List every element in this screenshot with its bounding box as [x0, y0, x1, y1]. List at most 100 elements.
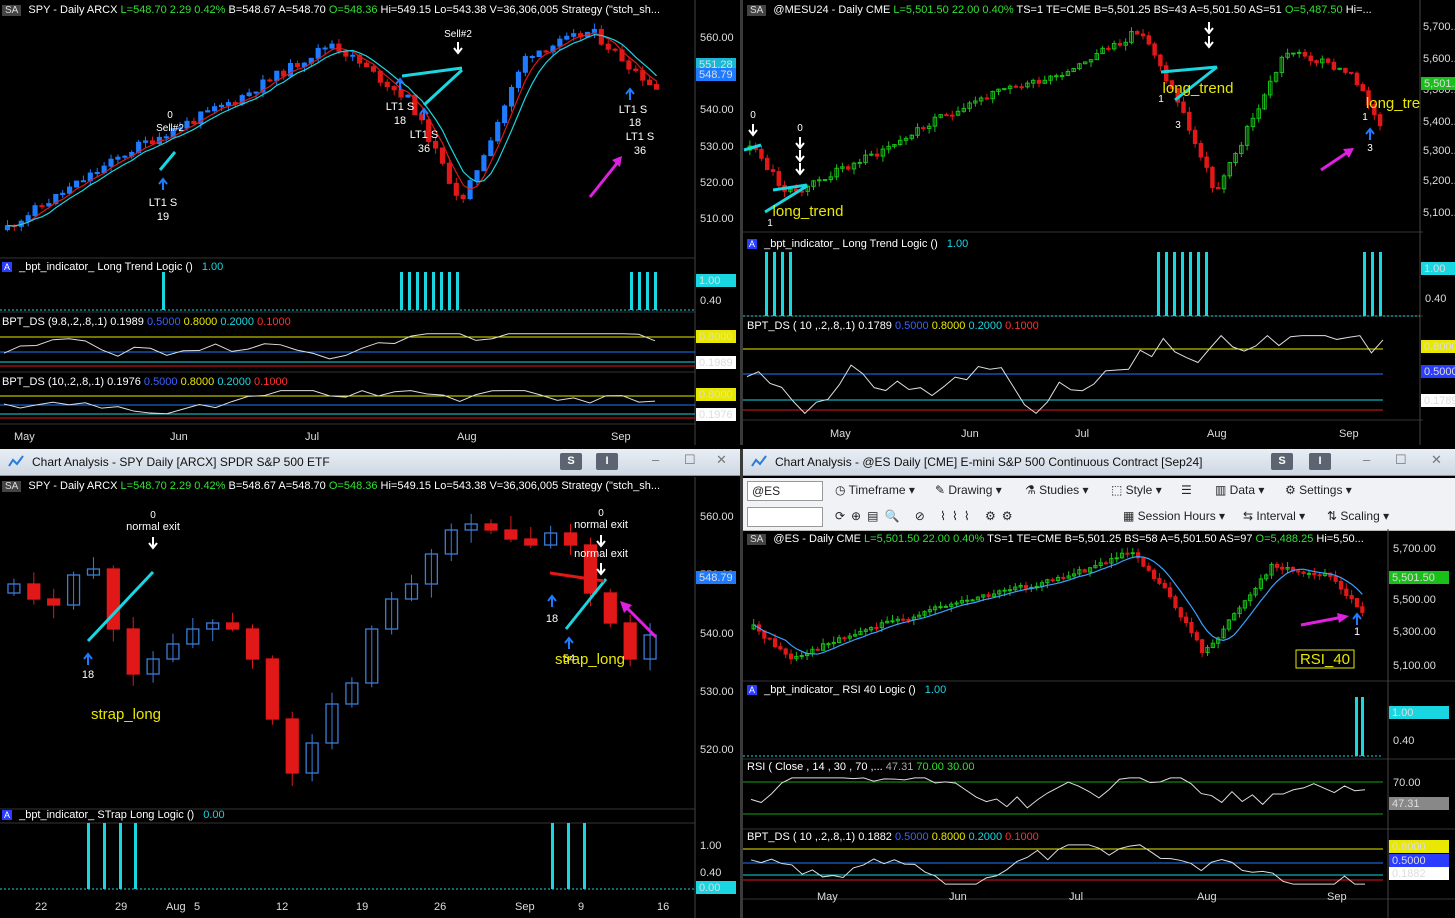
sa-badge: SA [747, 534, 767, 545]
signal-bar [119, 823, 122, 889]
price-chart[interactable]: 560.00550.00540.00530.00520.00548.790nor… [0, 449, 740, 918]
candle-body [1158, 54, 1163, 67]
candle-body [1343, 67, 1348, 73]
window-titlebar[interactable]: Chart Analysis - @ES Daily [CME] E-mini … [743, 449, 1455, 476]
candle-body [915, 127, 920, 136]
settings-menu[interactable]: ⚙ Settings ▾ [1285, 483, 1352, 497]
candle-body [1242, 600, 1247, 609]
candle-body [1135, 552, 1141, 559]
layout-icon[interactable]: ☰ [1181, 483, 1192, 497]
candle-body [1192, 129, 1198, 145]
interval-input[interactable] [747, 507, 823, 527]
bpt-ds-header: BPT_DS ( 10 ,.2,.8,.1) 0.1789 0.5000 0.8… [747, 320, 1039, 332]
signal-bar [567, 823, 570, 889]
candle-body [1152, 43, 1157, 56]
candle-body [1325, 58, 1331, 63]
symbol-input[interactable]: @ES [747, 481, 823, 501]
candle-body [1337, 67, 1342, 70]
month-tick: Aug [1207, 428, 1227, 440]
candle-body [25, 215, 31, 222]
candle-body [1348, 71, 1354, 74]
maximize-icon[interactable]: ☐ [1395, 452, 1407, 467]
candle-body [836, 637, 842, 643]
minimize-icon[interactable]: – [1363, 452, 1371, 467]
signal-bar [1363, 252, 1366, 316]
price-chart[interactable]: 5,700.00 5,500.00 5,300.00 5,100.00 5,501.50… [743, 449, 1455, 918]
interval-menu[interactable]: ⇆ Interval ▾ [1243, 509, 1306, 523]
candle-body [1002, 589, 1007, 592]
price-tick: 560.00 [700, 511, 734, 523]
candle-body [1264, 574, 1269, 580]
up-arrow-icon [395, 77, 405, 90]
candle-body [365, 628, 379, 684]
candle-body [206, 622, 220, 630]
candle-body [826, 643, 831, 646]
candle-body [377, 70, 383, 83]
candle-body [959, 600, 964, 604]
chart-pane-mes-top[interactable]: SA @MESU24 - Daily CME L=5,501.50 22.00 … [743, 0, 1455, 445]
studies-menu[interactable]: ⚗ Studies ▾ [1025, 483, 1089, 497]
rsi-label-box [1295, 649, 1355, 669]
candle-body [847, 635, 852, 639]
close-icon[interactable]: ✕ [1431, 452, 1442, 467]
chart-pane-spy-top[interactable]: SA SPY - Daily ARCX L=548.70 2.29 0.42% … [0, 0, 743, 445]
candle-body [880, 148, 886, 157]
drawing-menu[interactable]: ✎ Drawing ▾ [935, 483, 1002, 497]
candle-body [1059, 75, 1065, 78]
candle-body [820, 643, 826, 651]
candle-body [851, 162, 857, 170]
close-icon[interactable]: ✕ [716, 452, 727, 467]
price-tick: 530.00 [700, 141, 734, 153]
candle-body [1354, 72, 1360, 86]
style-menu[interactable]: ⬚ Style ▾ [1111, 483, 1162, 497]
candle-body [921, 127, 926, 130]
candle-body [67, 186, 73, 194]
window-titlebar[interactable]: Chart Analysis - SPY Daily [ARCX] SPDR S… [0, 449, 740, 476]
down-arrow-icon [596, 563, 606, 576]
i-button[interactable]: I [1309, 453, 1331, 470]
down-arrow-icon [1204, 22, 1214, 35]
month-tick: Aug [457, 431, 477, 443]
trendline [772, 183, 808, 192]
price-chart[interactable]: 5,700...5,600...5,500...5,400...5,300...… [743, 0, 1455, 445]
signal-bar [646, 272, 649, 310]
candle-body [281, 70, 287, 77]
candle-body [177, 127, 183, 130]
candle-body [986, 594, 991, 597]
session-hours-menu[interactable]: ▦ Session Hours ▾ [1123, 509, 1226, 523]
ind-value-tag: 0.1789 [1424, 395, 1455, 407]
candle-body [1262, 94, 1267, 110]
s-button[interactable]: S [560, 453, 582, 470]
chart-window-es[interactable]: Chart Analysis - @ES Daily [CME] E-mini … [743, 449, 1455, 918]
s-button[interactable]: S [1271, 453, 1293, 470]
candle-body [1098, 562, 1103, 566]
toolbar-icons[interactable]: ⟳⊕▤🔍 ⊘ ⌇⌇⌇ ⚙⚙ [835, 509, 1019, 523]
candle-body [1244, 126, 1250, 146]
data-menu[interactable]: ▥ Data ▾ [1215, 483, 1265, 497]
i-button[interactable]: I [596, 453, 618, 470]
annotation-label: 36 [418, 143, 430, 155]
timeframe-menu[interactable]: ◷ Timeframe ▾ [835, 483, 915, 497]
signal-bar [1157, 252, 1160, 316]
candle-body [1036, 79, 1042, 84]
ind-value-tag: 0.8000 [699, 331, 733, 343]
chart-window-spy[interactable]: Chart Analysis - SPY Daily [ARCX] SPDR S… [0, 449, 743, 918]
ind-value-tag: 0.1976 [699, 409, 733, 421]
candle-body [212, 106, 218, 112]
price-chart[interactable]: 560.00550.00540.00530.00520.00510.00551.… [0, 0, 740, 445]
ind-value-tag: 0.5000 [1424, 366, 1455, 378]
maximize-icon[interactable]: ☐ [684, 452, 696, 467]
price-tick: 5,300... [1423, 145, 1455, 157]
candle-body [1306, 572, 1312, 575]
candle-body [325, 703, 339, 744]
ind-value-tag-bg [696, 881, 736, 894]
date-tick: Aug [166, 901, 186, 913]
ind-value-tag-bg [1421, 262, 1455, 275]
candle-body [287, 63, 294, 77]
candle-body [481, 155, 487, 172]
minimize-icon[interactable]: – [652, 452, 660, 467]
candle-body [1135, 31, 1140, 35]
rsi-line [750, 777, 1366, 809]
signal-bar [1361, 697, 1364, 756]
scaling-menu[interactable]: ⇅ Scaling ▾ [1327, 509, 1390, 523]
